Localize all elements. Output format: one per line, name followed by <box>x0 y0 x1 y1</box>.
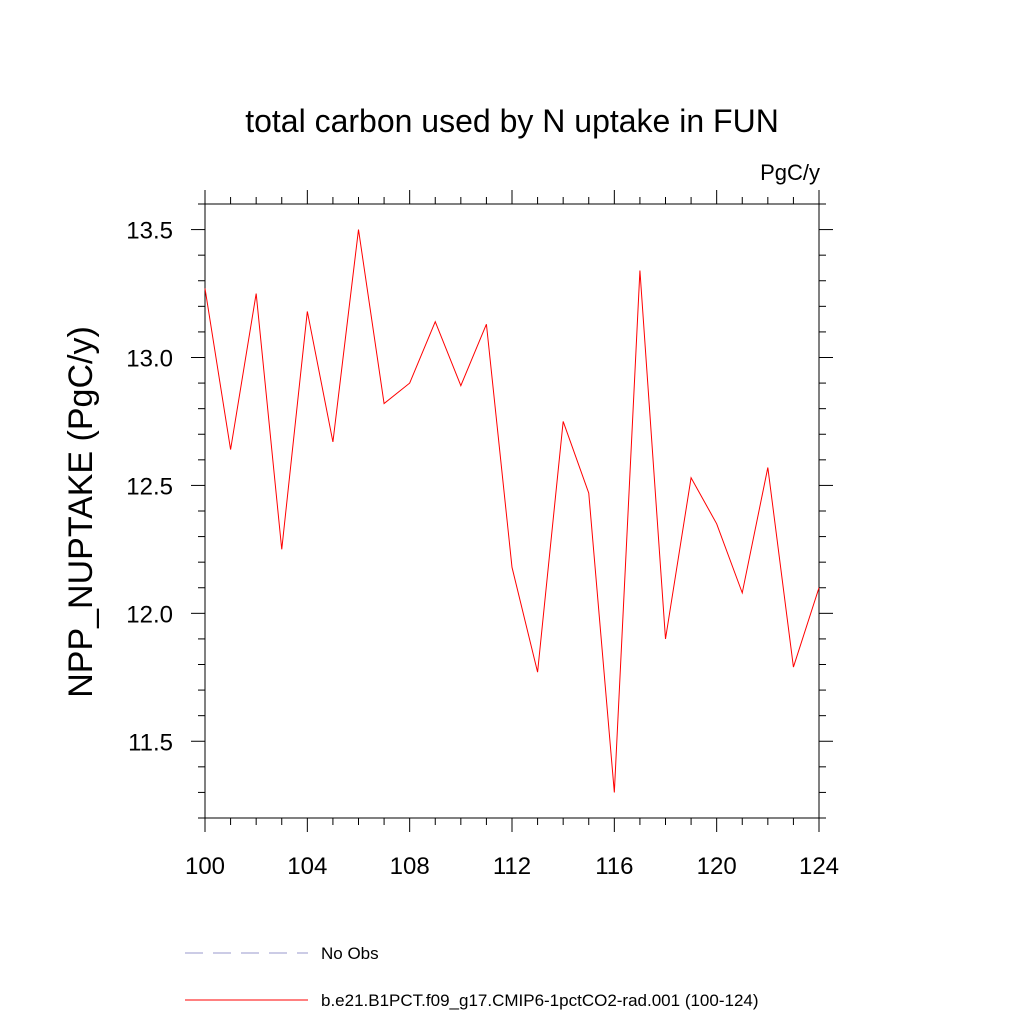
legend-label: No Obs <box>321 944 379 963</box>
plot-area-frame <box>204 203 820 819</box>
axis-ticks <box>191 190 833 832</box>
y-tick-label: 13.5 <box>126 218 173 245</box>
series-line <box>204 229 820 793</box>
x-tick-label: 116 <box>595 853 633 880</box>
units-label: PgC/y <box>760 160 820 185</box>
y-tick-label: 12.0 <box>126 601 173 628</box>
x-tick-label: 124 <box>799 853 839 880</box>
y-tick-label: 12.5 <box>126 473 173 500</box>
axis-tick-labels: 100 104 108 112 116 120 124 11.5 12.0 12.5 13.0 13.… <box>126 218 839 880</box>
y-tick-label: 11.5 <box>128 729 173 756</box>
data-series <box>204 229 820 793</box>
legend: No Obs b.e21.B1PCT.f09_g17.CMIP6-1pctCO2-… <box>185 944 759 1010</box>
x-tick-label: 108 <box>390 853 430 880</box>
chart-title: total carbon used by N uptake in FUN <box>245 103 779 139</box>
y-tick-label: 13.0 <box>126 346 173 373</box>
x-tick-label: 104 <box>287 853 327 880</box>
legend-label: b.e21.B1PCT.f09_g17.CMIP6-1pctCO2-rad.00… <box>321 991 759 1010</box>
x-tick-label: 100 <box>185 853 225 880</box>
x-tick-label: 120 <box>697 853 737 880</box>
y-axis-label: NPP_NUPTAKE (PgC/y) <box>62 326 100 698</box>
x-tick-label: 112 <box>493 853 531 880</box>
